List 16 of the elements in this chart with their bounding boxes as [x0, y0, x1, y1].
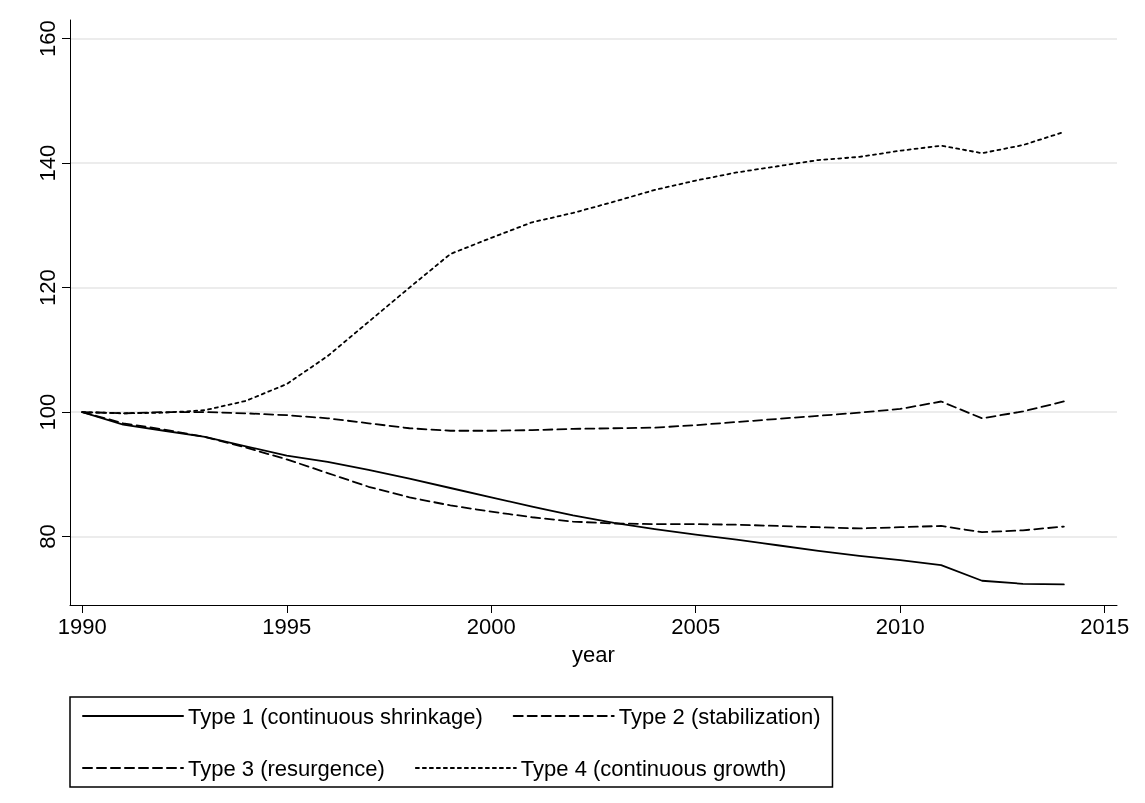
y-tick-label: 120	[34, 269, 60, 306]
legend-label: Type 1 (continuous shrinkage)	[188, 703, 483, 729]
x-tick-label: 2000	[466, 613, 516, 639]
x-tick-label: 2005	[671, 613, 721, 639]
y-tick-label: 80	[34, 524, 60, 549]
legend-label: Type 3 (resurgence)	[188, 755, 385, 781]
x-axis-title: year	[572, 641, 615, 667]
x-tick-label: 2015	[1080, 613, 1130, 639]
legend-label: Type 4 (continuous growth)	[520, 755, 787, 781]
x-tick-label: 1990	[57, 613, 107, 639]
y-tick-label: 140	[34, 144, 60, 182]
x-tick-label: 2010	[875, 613, 925, 639]
y-tick-label: 160	[34, 20, 60, 58]
y-tick-label: 100	[34, 393, 60, 431]
legend-label: Type 2 (stabilization)	[618, 703, 821, 729]
x-tick-label: 1995	[262, 613, 312, 639]
